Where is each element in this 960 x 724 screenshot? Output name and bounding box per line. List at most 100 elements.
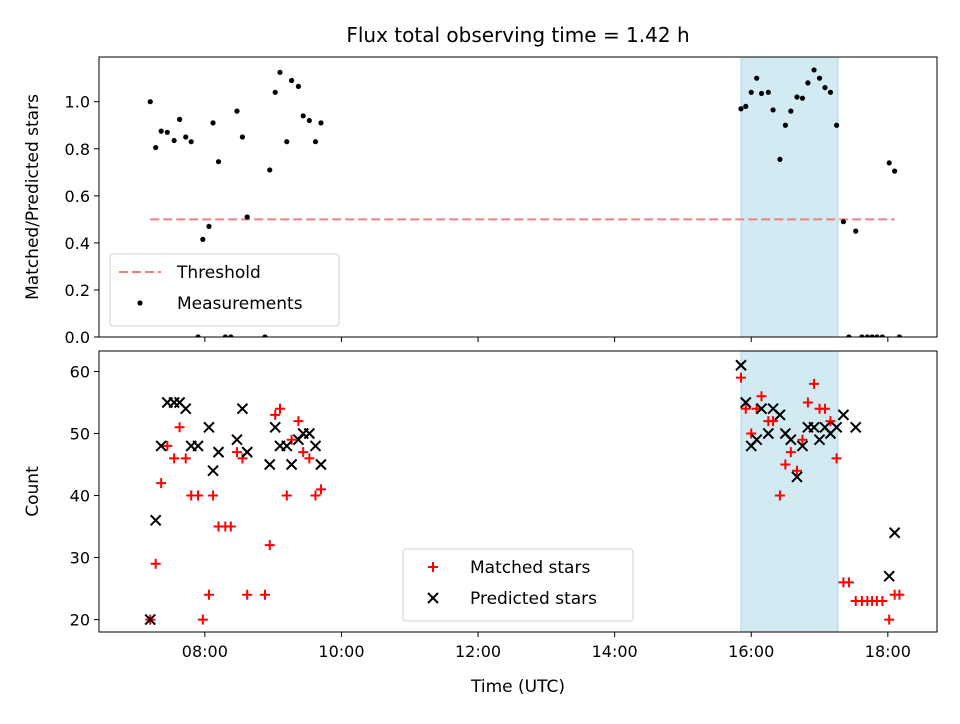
matched-star-point	[894, 589, 905, 600]
measurement-point	[228, 334, 234, 337]
predicted-star-point	[808, 421, 820, 434]
matched-star-point	[780, 459, 791, 470]
measurement-point	[188, 139, 194, 145]
plot-area	[147, 67, 903, 337]
y-axis-label: Matched/Predicted stars	[23, 94, 43, 300]
y-tick-label: 1.0	[65, 93, 90, 112]
x-tick-label: 10:00	[318, 642, 364, 661]
matched-star-point	[819, 403, 830, 414]
predicted-star-point	[740, 396, 752, 409]
matched-star-point	[774, 490, 785, 501]
predicted-star-point	[785, 433, 797, 446]
matched-star-point	[162, 440, 173, 451]
measurement-point	[272, 89, 278, 95]
measurement-point	[158, 128, 164, 134]
predicted-star-point	[796, 440, 809, 452]
x-tick-label: 12:00	[455, 642, 501, 661]
x-tick-label: 08:00	[182, 642, 228, 661]
measurement-point	[799, 95, 806, 101]
measurement-point	[153, 144, 159, 151]
predicted-star-point	[830, 421, 843, 434]
predicted-star-point	[791, 471, 803, 483]
matched-star-point	[259, 589, 270, 600]
chart-title: Flux total observing time = 1.42 h	[346, 23, 689, 47]
measurement-point	[239, 134, 246, 140]
predicted-star-point	[236, 402, 249, 415]
predicted-star-point	[264, 458, 276, 471]
measurement-point	[234, 108, 240, 114]
y-tick-label: 30	[70, 549, 90, 568]
legend-predicted-swatch	[427, 592, 439, 604]
predicted-star-point	[774, 409, 786, 421]
measurement-point	[822, 84, 828, 91]
measurement-point	[738, 106, 744, 112]
legend-matched-swatch	[428, 562, 438, 572]
measurement-point	[758, 90, 765, 97]
measurement-point	[886, 160, 892, 166]
measurement-point	[811, 67, 817, 73]
plot-area	[144, 359, 905, 626]
measurement-point	[827, 89, 834, 95]
measurement-point	[147, 99, 153, 105]
matched-star-point	[231, 447, 242, 458]
matched-star-point	[756, 391, 767, 402]
matched-star-point	[877, 595, 888, 606]
measurement-point	[794, 94, 800, 100]
measurement-point	[754, 75, 760, 81]
predicted-star-point	[883, 570, 895, 582]
predicted-star-point	[155, 440, 167, 452]
measurement-point	[816, 75, 823, 81]
matched-star-point	[193, 490, 204, 501]
measurement-point	[805, 80, 811, 86]
predicted-star-point	[315, 458, 327, 471]
predicted-star-point	[281, 440, 293, 452]
matched-star-point	[809, 378, 820, 389]
measurement-point	[277, 69, 283, 75]
predicted-star-point	[180, 402, 192, 415]
matched-star-point	[237, 453, 248, 464]
predicted-star-point	[755, 402, 768, 415]
matched-star-point	[825, 416, 836, 427]
measurement-point	[765, 89, 771, 95]
x-tick-label: 14:00	[592, 642, 638, 661]
matched-star-point	[174, 422, 185, 433]
y-tick-label: 0.8	[65, 140, 90, 159]
measurement-point	[879, 334, 885, 337]
measurement-point	[782, 122, 788, 128]
measurement-point	[206, 223, 212, 230]
axes-frame	[98, 56, 938, 338]
measurement-point	[318, 120, 324, 126]
count-panel: 20 30 40 50 60 08:00 10:00 12:00 14:00 16:00 18:00…	[23, 350, 938, 661]
matched-star-point	[293, 416, 304, 427]
predicted-star-point	[203, 421, 215, 434]
measurement-point	[244, 214, 250, 220]
measurement-point	[295, 83, 302, 90]
matched-star-point	[225, 521, 236, 532]
matched-star-point	[270, 409, 281, 420]
measurement-point	[222, 334, 228, 337]
measurement-point	[874, 334, 880, 337]
measurement-point	[840, 219, 847, 225]
legend-box	[109, 253, 340, 327]
y-tick-label: 20	[70, 611, 90, 630]
measurement-point	[215, 159, 222, 165]
matched-star-point	[304, 453, 315, 464]
matched-star-point	[264, 540, 275, 551]
measurement-point	[306, 117, 312, 124]
matched-star-point	[797, 434, 808, 445]
matched-star-point	[785, 447, 796, 458]
matched-star-point	[843, 577, 854, 588]
legend-label: Matched stars	[470, 558, 590, 578]
measurement-point	[869, 334, 875, 337]
matched-star-point	[281, 490, 292, 501]
predicted-star-point	[212, 446, 225, 458]
measurement-point	[788, 108, 794, 114]
y-tick-label: 40	[70, 487, 90, 506]
y-tick-label: 60	[70, 362, 90, 381]
predicted-star-point	[231, 433, 243, 446]
x-tick-label: 16:00	[728, 642, 774, 661]
matched-star-point	[150, 558, 161, 569]
matched-star-point	[831, 453, 842, 464]
y-tick-label: 0.6	[65, 187, 90, 206]
measurement-point	[743, 103, 749, 110]
